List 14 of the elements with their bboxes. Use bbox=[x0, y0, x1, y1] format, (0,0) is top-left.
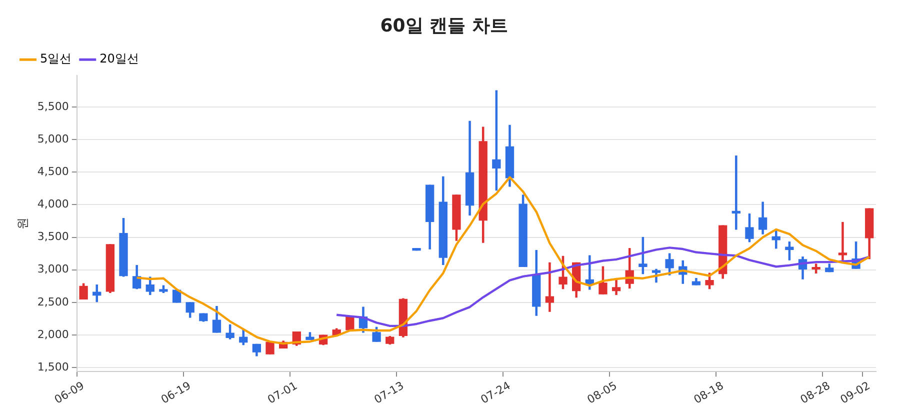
legend-label: 20일선 bbox=[100, 52, 139, 66]
y-tick-label: 3,000 bbox=[37, 262, 69, 276]
y-tick-label: 4,000 bbox=[37, 198, 69, 211]
y-tick-label: 2,500 bbox=[37, 295, 69, 308]
y-tick-label: 3,500 bbox=[37, 230, 69, 244]
legend-label: 5일선 bbox=[40, 52, 72, 66]
y-tick-label: 4,500 bbox=[37, 164, 69, 178]
y-tick-label: 5,000 bbox=[37, 132, 69, 146]
y-tick-label: 2,000 bbox=[37, 328, 69, 341]
y-tick-label: 5,500 bbox=[37, 100, 69, 113]
chart-title: 60일 캔들 차트 bbox=[380, 15, 508, 36]
y-axis-title: 원 bbox=[15, 218, 30, 230]
candlestick bbox=[172, 290, 182, 303]
y-tick-label: 1,500 bbox=[37, 360, 69, 374]
